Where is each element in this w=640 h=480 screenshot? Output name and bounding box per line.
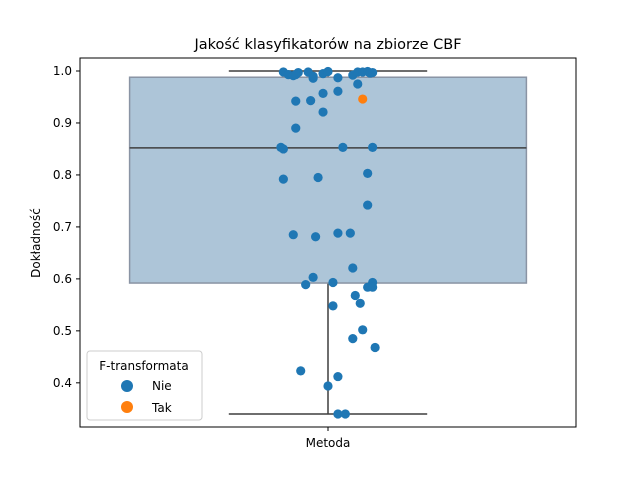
point-nie-39 xyxy=(301,279,311,290)
point-nie-45 xyxy=(328,301,338,311)
y-tick-label: 0.5 xyxy=(53,324,72,338)
point-nie-51 xyxy=(323,381,333,391)
point-nie-20 xyxy=(291,96,301,106)
y-tick-label: 0.9 xyxy=(53,116,72,130)
series-tak xyxy=(358,94,368,104)
legend: F-transformata Nie Tak xyxy=(86,350,203,421)
point-nie-22 xyxy=(318,107,328,117)
chart-title: Jakość klasyfikatorów na zbiorze CBF xyxy=(193,37,461,53)
legend-label-nie: Nie xyxy=(152,379,172,393)
point-nie-35 xyxy=(345,228,355,238)
point-nie-46 xyxy=(358,325,368,335)
x-tick-label: Metoda xyxy=(306,436,351,450)
point-nie-48 xyxy=(370,342,380,353)
point-nie-37 xyxy=(308,272,318,282)
legend-frame xyxy=(86,350,203,421)
point-nie-36 xyxy=(348,263,358,273)
point-nie-28 xyxy=(363,168,373,178)
point-nie-27 xyxy=(368,142,378,152)
point-nie-16 xyxy=(308,71,318,81)
point-nie-21 xyxy=(306,96,316,106)
y-tick-label: 0.4 xyxy=(53,376,72,390)
point-nie-30 xyxy=(313,172,323,183)
legend-title: F-transformata xyxy=(99,359,188,373)
point-nie-31 xyxy=(363,200,373,210)
box-iqr xyxy=(128,76,528,284)
point-nie-4 xyxy=(291,70,301,80)
point-nie-49 xyxy=(296,366,306,376)
series-nie xyxy=(276,66,380,419)
point-nie-47 xyxy=(348,334,358,344)
point-nie-8 xyxy=(323,66,333,77)
point-nie-29 xyxy=(278,174,288,184)
point-nie-26 xyxy=(338,142,348,152)
point-nie-18 xyxy=(333,86,343,96)
point-nie-25 xyxy=(278,144,288,154)
point-nie-17 xyxy=(353,79,363,89)
point-nie-38 xyxy=(328,277,338,288)
point-nie-52 xyxy=(333,409,343,419)
y-axis-label: Dokładność xyxy=(29,208,43,278)
point-nie-53 xyxy=(340,409,350,419)
y-tick-label: 0.6 xyxy=(53,272,72,286)
x-axis: Metoda xyxy=(306,427,351,450)
y-tick-label: 1.0 xyxy=(53,64,72,78)
point-nie-34 xyxy=(333,228,343,238)
legend-label-tak: Tak xyxy=(151,401,172,415)
y-tick-label: 0.7 xyxy=(53,220,72,234)
point-nie-19 xyxy=(318,88,328,98)
point-tak-0 xyxy=(358,94,368,104)
point-nie-32 xyxy=(288,230,298,240)
point-nie-9 xyxy=(333,73,343,83)
point-nie-15 xyxy=(368,67,378,78)
y-axis: 0.4 0.5 0.6 0.7 0.8 0.9 1.0 xyxy=(53,64,80,390)
point-nie-50 xyxy=(333,371,343,382)
plot-area xyxy=(128,66,528,419)
point-nie-43 xyxy=(350,290,360,301)
legend-marker-nie xyxy=(121,380,133,392)
legend-marker-tak xyxy=(121,401,133,413)
y-tick-label: 0.8 xyxy=(53,168,72,182)
point-nie-23 xyxy=(291,123,301,133)
point-nie-33 xyxy=(311,232,321,242)
point-nie-44 xyxy=(355,298,365,308)
point-nie-42 xyxy=(368,282,378,292)
